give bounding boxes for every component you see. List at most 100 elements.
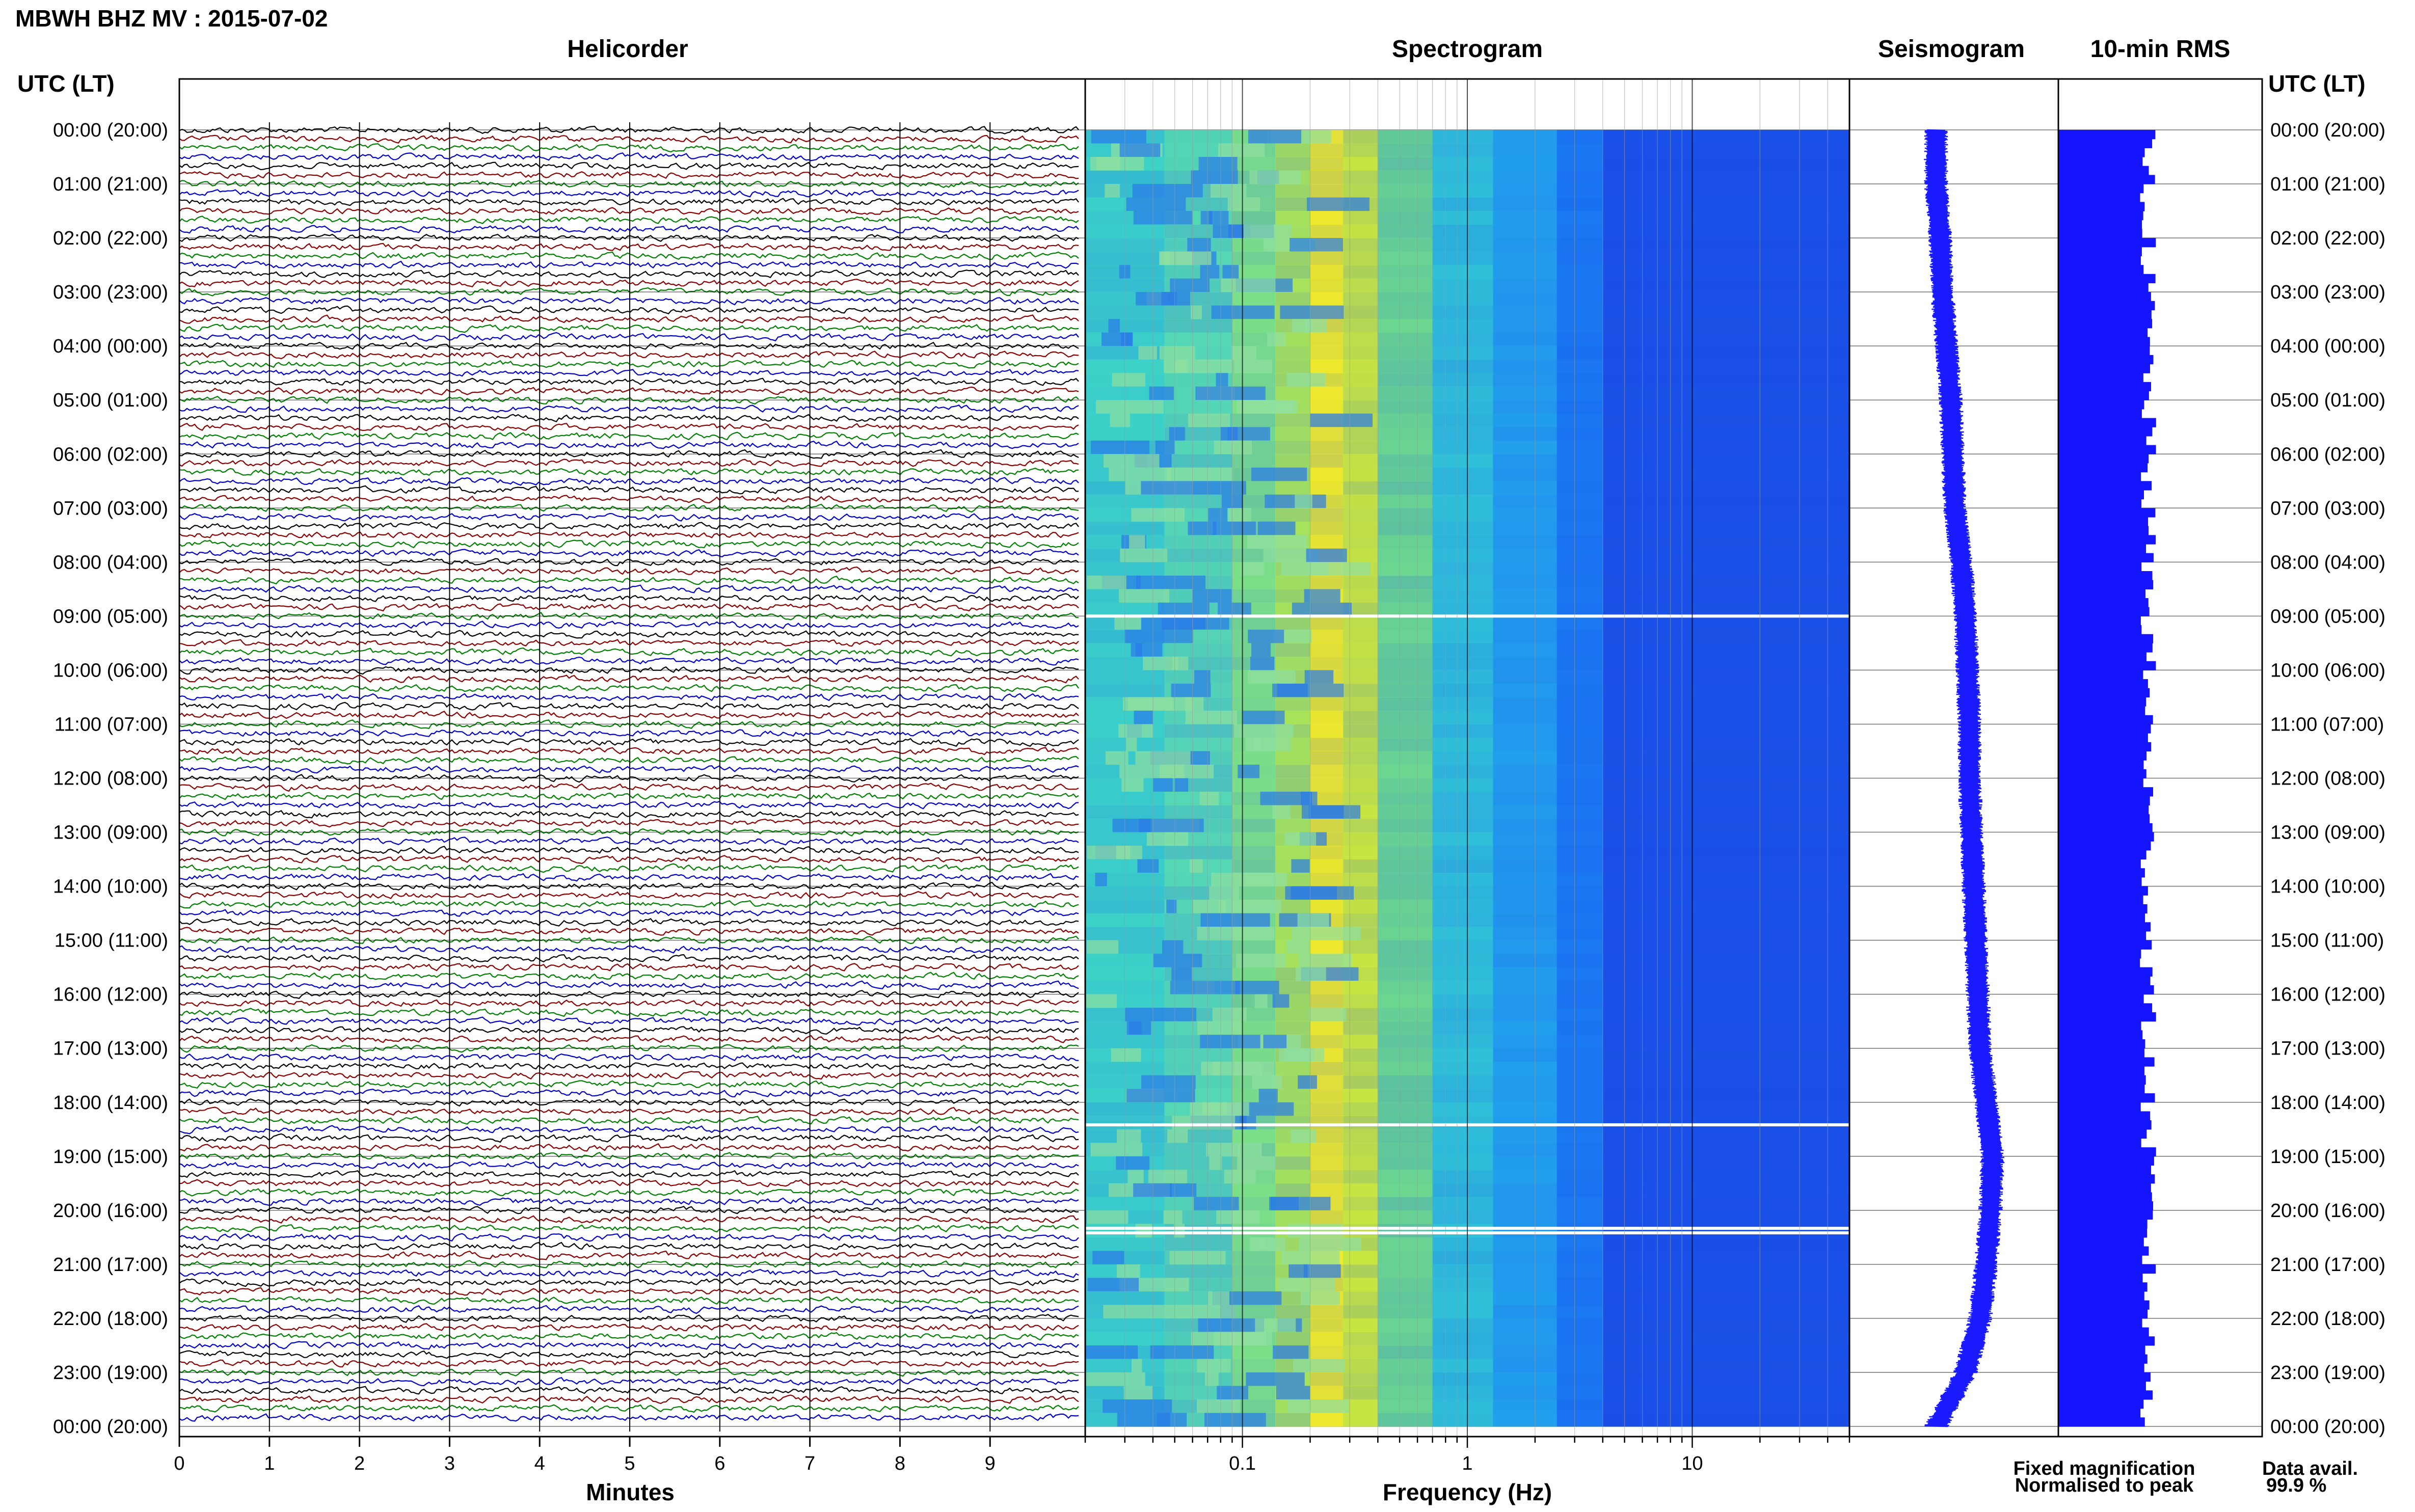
spectrogram-cell: [1432, 616, 1493, 630]
spectrogram-cell: [1232, 1345, 1276, 1359]
spectrogram-cell: [1432, 1318, 1493, 1332]
spectrogram-cell: [1493, 1332, 1558, 1346]
spectrogram-cell: [1307, 562, 1371, 576]
spectrogram-cell: [1432, 1251, 1493, 1265]
rms-bar: [2058, 553, 2154, 562]
spectrogram-cell: [1343, 292, 1378, 306]
helicorder-trace: [178, 440, 1079, 449]
spectrogram-cell: [1378, 386, 1433, 400]
spectrogram-cell: [1432, 819, 1493, 833]
frequency-axis-label: Frequency (Hz): [1383, 1479, 1552, 1505]
spectrogram-cell: [1310, 1210, 1344, 1224]
spectrogram-cell: [1166, 900, 1177, 914]
spectrogram-cell: [1309, 1008, 1347, 1022]
rms-bar: [2058, 1012, 2156, 1022]
y-tick-label-right: 00:00 (20:00): [2270, 120, 2385, 141]
spectrogram-cell: [1297, 913, 1329, 927]
utc-lt-label-right: UTC (LT): [2268, 70, 2366, 97]
spectrogram-cell: [1557, 967, 1603, 981]
spectrogram-cell: [1557, 873, 1603, 887]
rms-bar: [2058, 1318, 2142, 1328]
spectrogram-cell: [1602, 130, 1850, 144]
spectrogram-cell: [1602, 616, 1850, 630]
spectrogram-cell: [1493, 670, 1558, 684]
spectrogram-cell: [1197, 1399, 1241, 1413]
spectrogram-cell: [1557, 683, 1603, 697]
spectrogram-cell: [1432, 1129, 1493, 1143]
spectrogram-cell: [1310, 710, 1344, 724]
spectrogram-cell: [1432, 1062, 1493, 1076]
spectrogram-cell: [1602, 224, 1850, 238]
helicorder-trace: [178, 512, 1079, 522]
spectrogram-cell: [1310, 616, 1344, 630]
spectrogram-cell: [1378, 778, 1433, 792]
spectrogram-cell: [1493, 1089, 1558, 1103]
spectrogram-cell: [1378, 819, 1433, 833]
spectrogram-cell: [1243, 710, 1285, 724]
helicorder-trace: [178, 251, 1079, 260]
spectrogram-cell: [1432, 697, 1493, 711]
y-tick-label-right: 01:00 (21:00): [2270, 174, 2385, 195]
rms-bar: [2058, 904, 2148, 914]
helicorder-trace: [178, 279, 1079, 288]
spectrogram-cell: [1310, 643, 1344, 657]
spectrogram-cell: [1284, 832, 1317, 846]
spectrogram-cell: [1557, 427, 1603, 441]
spectrogram-cell: [1091, 130, 1146, 144]
rms-bar: [2058, 247, 2142, 257]
spectrogram-cell: [1378, 292, 1433, 306]
spectrogram-cell: [1343, 1102, 1378, 1116]
spectrogram-cell: [1216, 373, 1228, 387]
rms-bar: [2058, 1003, 2153, 1013]
spectrogram-cell: [1343, 1183, 1378, 1197]
spectrogram-cell: [1343, 994, 1378, 1008]
rms-bar: [2058, 319, 2153, 329]
spectrogram-cell: [1343, 508, 1378, 522]
spectrogram-cell: [1173, 1224, 1185, 1238]
rms-bar: [2058, 508, 2156, 518]
helicorder-trace: [178, 189, 1079, 198]
spectrogram-cell: [1493, 1264, 1558, 1278]
helicorder-trace: [178, 1062, 1079, 1070]
spectrogram-cell: [1602, 1129, 1850, 1143]
spectrogram-cell: [1557, 1089, 1603, 1103]
spectrogram-cell: [1602, 1008, 1850, 1022]
spectrogram-cell: [1378, 994, 1433, 1008]
spectrogram-cell: [1602, 454, 1850, 468]
spectrogram-cell: [1122, 697, 1193, 711]
spectrogram-cell: [1275, 1332, 1310, 1346]
spectrogram-cell: [1172, 656, 1189, 670]
spectrogram-cell: [1270, 1197, 1299, 1211]
helicorder-trace: [178, 1133, 1079, 1143]
spectrogram-cell: [1212, 1008, 1247, 1022]
spectrogram-cell: [1602, 1224, 1850, 1238]
spectrogram-cell: [1432, 1359, 1493, 1373]
spectrogram-cell: [1557, 737, 1603, 751]
spectrogram-cell: [1557, 413, 1603, 427]
spectrogram-x-tick-label: 0.1: [1229, 1453, 1256, 1474]
spectrogram-cell: [1275, 184, 1310, 198]
rms-bar: [2058, 940, 2152, 950]
spectrogram-cell: [1378, 265, 1433, 279]
spectrogram-cell: [1255, 1318, 1296, 1332]
spectrogram-cell: [1343, 1372, 1378, 1386]
helicorder-trace: [178, 431, 1079, 441]
spectrogram-cell: [1343, 670, 1378, 684]
spectrogram-cell: [1162, 616, 1229, 630]
spectrogram-cell: [1378, 602, 1433, 616]
spectrogram-cell: [1557, 1116, 1603, 1130]
spectrogram-cell: [1432, 737, 1493, 751]
spectrogram-cell: [1141, 481, 1190, 495]
spectrogram-cell: [1378, 454, 1433, 468]
spectrogram-cell: [1310, 994, 1344, 1008]
spectrogram-cell: [1432, 440, 1493, 454]
rms-bar: [2058, 400, 2144, 410]
helicorder-trace: [178, 612, 1079, 620]
spectrogram-cell: [1194, 670, 1211, 684]
spectrogram-cell: [1275, 1183, 1310, 1197]
spectrogram-cell: [1198, 1318, 1265, 1332]
helicorder-x-tick-label: 3: [444, 1453, 455, 1474]
helicorder-trace: [178, 332, 1079, 342]
spectrogram-cell: [1310, 440, 1344, 454]
